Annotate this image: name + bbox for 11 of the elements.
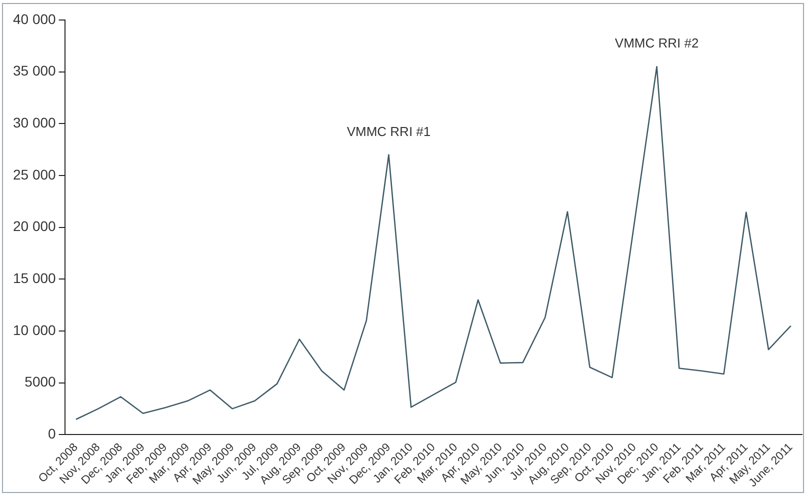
y-tick-label: 0 [48, 425, 56, 442]
y-tick-label: 10 000 [12, 322, 56, 338]
y-tick-label: 5000 [24, 374, 56, 390]
annotation: VMMC RRI #2 [614, 36, 699, 51]
y-tick-label: 35 000 [12, 62, 56, 79]
y-tick-label: 20 000 [12, 218, 56, 234]
y-tick-label: 15 000 [12, 270, 56, 286]
y-tick-label: 40 000 [12, 10, 56, 27]
y-tick-label: 30 000 [12, 114, 56, 131]
annotation: VMMC RRI #1 [346, 124, 431, 139]
y-tick-label: 25 000 [12, 166, 56, 182]
